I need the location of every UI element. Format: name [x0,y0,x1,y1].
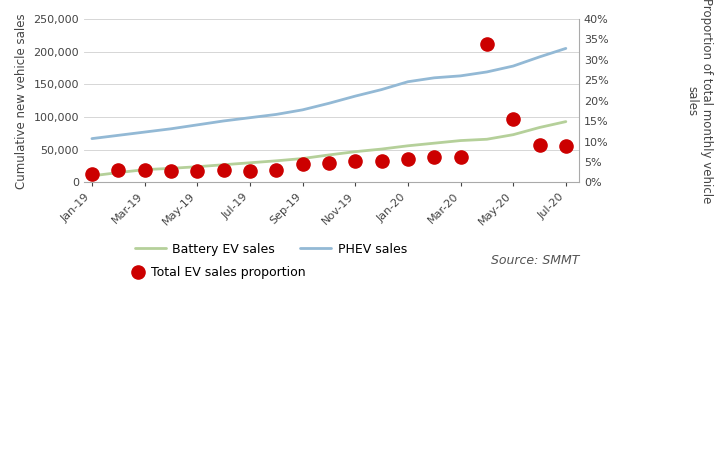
PHEV sales [403,79,412,85]
Battery EV sales [325,152,333,158]
Total EV sales proportion [507,115,519,123]
Total EV sales proportion [218,166,229,174]
PHEV sales [219,118,228,124]
Battery EV sales [483,137,491,142]
Battery EV sales [87,173,96,179]
PHEV sales [298,107,307,113]
PHEV sales [430,75,438,81]
Battery EV sales [430,140,438,146]
Y-axis label: Proportion of total monthly vehicle
sales: Proportion of total monthly vehicle sale… [685,0,713,203]
Total EV sales proportion [165,167,177,175]
Battery EV sales [193,164,202,170]
Total EV sales proportion [428,153,440,161]
Total EV sales proportion [349,157,361,165]
Total EV sales proportion [191,167,203,175]
Y-axis label: Cumulative new vehicle sales: Cumulative new vehicle sales [15,13,28,188]
Text: Source: SMMT: Source: SMMT [491,254,579,267]
Line: Battery EV sales: Battery EV sales [92,122,566,176]
Battery EV sales [245,160,254,166]
PHEV sales [377,87,386,92]
Total EV sales proportion [244,168,256,175]
Battery EV sales [298,156,307,162]
PHEV sales [535,54,544,60]
Legend: Total EV sales proportion: Total EV sales proportion [130,260,311,284]
Battery EV sales [114,170,122,175]
Total EV sales proportion [297,160,309,168]
Battery EV sales [535,125,544,130]
PHEV sales [456,73,465,79]
Total EV sales proportion [112,166,124,174]
Total EV sales proportion [481,40,493,47]
Battery EV sales [403,143,412,149]
PHEV sales [87,136,96,141]
Battery EV sales [351,149,360,154]
Total EV sales proportion [270,166,282,174]
Battery EV sales [167,165,175,171]
Total EV sales proportion [139,166,151,174]
Line: PHEV sales: PHEV sales [92,49,566,138]
Total EV sales proportion [402,155,414,162]
Total EV sales proportion [86,171,98,178]
PHEV sales [114,132,122,138]
Battery EV sales [377,146,386,152]
Total EV sales proportion [376,157,387,164]
PHEV sales [167,126,175,131]
Total EV sales proportion [455,153,467,161]
Battery EV sales [219,162,228,168]
PHEV sales [141,129,149,135]
PHEV sales [351,93,360,99]
PHEV sales [325,100,333,106]
Battery EV sales [561,119,570,124]
Total EV sales proportion [560,142,571,149]
PHEV sales [272,112,280,117]
Battery EV sales [272,158,280,163]
PHEV sales [561,46,570,51]
PHEV sales [193,122,202,128]
PHEV sales [509,63,518,69]
PHEV sales [245,115,254,121]
Total EV sales proportion [323,159,335,167]
Battery EV sales [141,167,149,172]
Total EV sales proportion [534,141,545,148]
Battery EV sales [509,132,518,138]
PHEV sales [483,69,491,75]
Battery EV sales [456,138,465,143]
